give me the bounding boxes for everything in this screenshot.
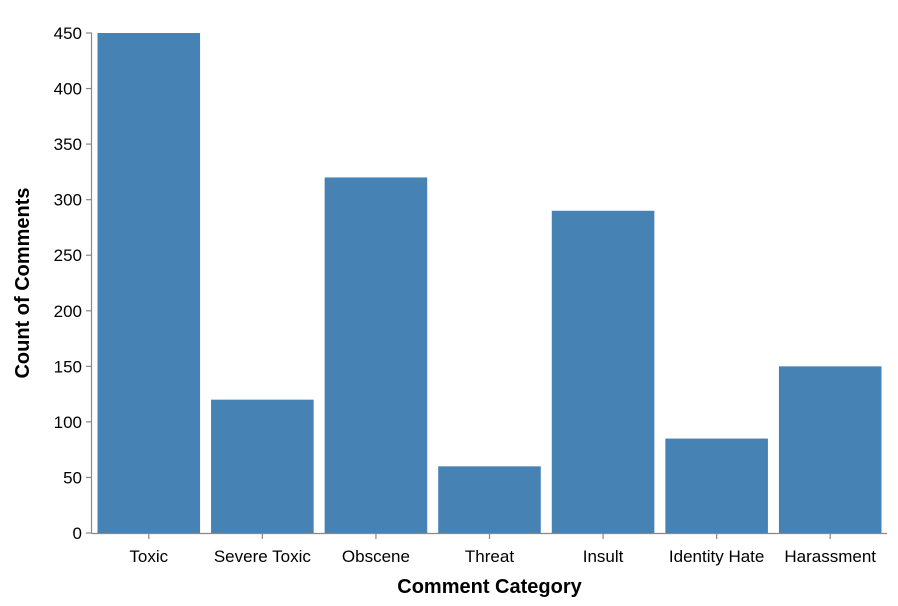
y-tick-label: 400: [54, 80, 82, 99]
y-tick-label: 150: [54, 357, 82, 376]
bar-threat: [438, 466, 541, 533]
y-tick-label: 250: [54, 246, 82, 265]
x-tick-label: Identity Hate: [669, 547, 764, 566]
y-tick-label: 100: [54, 413, 82, 432]
x-axis-title: Comment Category: [397, 576, 582, 598]
y-tick-label: 200: [54, 302, 82, 321]
x-tick-label: Harassment: [784, 547, 876, 566]
bar-insult: [551, 210, 655, 533]
bar-harassment: [778, 366, 882, 533]
bars-group: [97, 33, 882, 533]
x-tick-label: Severe Toxic: [214, 547, 312, 566]
y-tick-label: 0: [73, 524, 82, 543]
y-tick-label: 450: [54, 24, 82, 43]
x-axis: Toxic Severe Toxic Obscene Threat Insult Iden…: [91, 532, 887, 566]
bar-obscene: [324, 177, 428, 533]
x-tick-label: Insult: [583, 547, 624, 566]
y-tick-label: 350: [54, 135, 82, 154]
y-tick-label: 50: [63, 468, 82, 487]
x-tick-label: Threat: [465, 547, 514, 566]
bar-identity-hate: [665, 438, 768, 533]
bar-severe-toxic: [211, 399, 314, 533]
y-axis: 0 50 100 150 200 250 300 350 400 450: [54, 24, 93, 543]
bar-toxic: [97, 33, 201, 533]
x-tick-label: Toxic: [129, 547, 168, 566]
x-tick-label: Obscene: [342, 547, 410, 566]
y-axis-title: Count of Comments: [12, 187, 34, 378]
y-tick-label: 300: [54, 191, 82, 210]
